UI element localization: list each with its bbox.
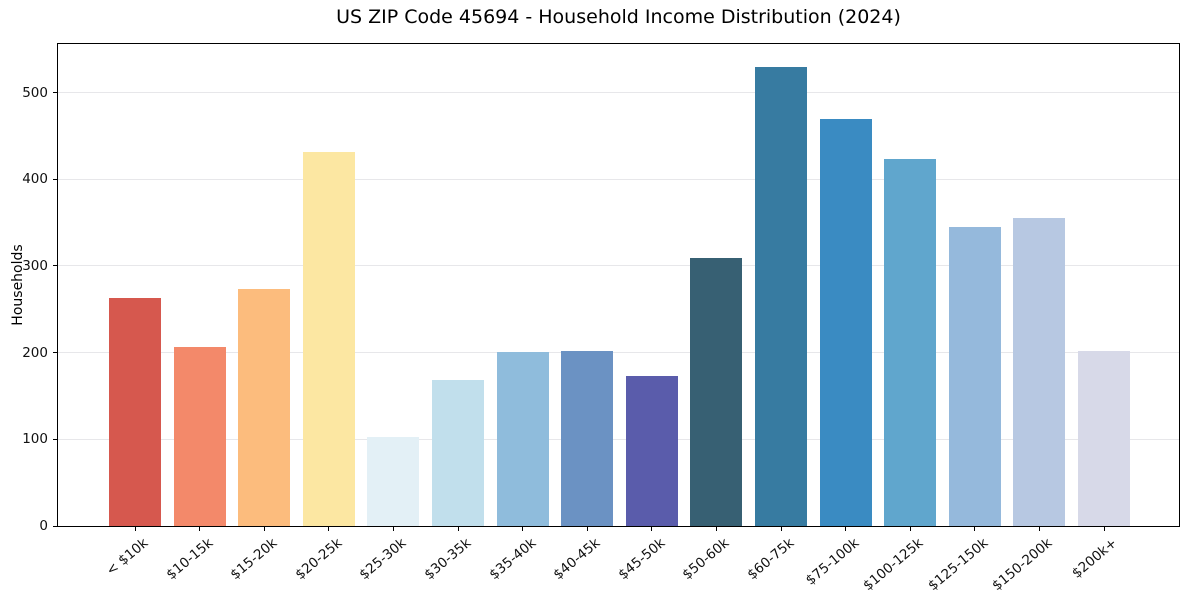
y-axis-label: Households: [10, 244, 26, 326]
x-axis-tick: [522, 527, 524, 531]
gridline: [58, 92, 1179, 94]
gridline: [58, 352, 1179, 354]
bar-60-75k: [755, 67, 807, 526]
bar-200k: [1078, 350, 1130, 526]
y-axis-tick: [53, 92, 57, 94]
y-tick-label: 0: [39, 518, 48, 534]
x-axis-tick: [1103, 527, 1105, 531]
gridline: [58, 178, 1179, 180]
bar-100-125k: [884, 159, 937, 526]
bar-10k: [109, 298, 161, 526]
y-axis-tick: [53, 525, 57, 527]
x-tick-label: < $10k: [103, 535, 152, 579]
x-axis-tick: [909, 527, 911, 531]
x-axis-tick: [328, 527, 330, 531]
plot-area: [57, 43, 1180, 527]
bar-35-40k: [496, 351, 549, 526]
y-tick-label: 200: [22, 344, 48, 361]
y-tick-label: 100: [22, 431, 48, 448]
bar-125-150k: [948, 226, 1001, 526]
x-axis-tick: [263, 527, 265, 531]
x-axis-tick: [457, 527, 459, 531]
x-axis-tick: [715, 527, 717, 531]
x-axis-tick: [845, 527, 847, 531]
y-axis-tick: [53, 265, 57, 267]
x-axis-tick: [586, 527, 588, 531]
gridline: [58, 438, 1179, 440]
bar-30-35k: [432, 379, 484, 526]
bar-150-200k: [1013, 218, 1066, 526]
y-tick-label: 400: [22, 171, 48, 188]
y-axis-tick: [53, 352, 57, 354]
x-axis-tick: [780, 527, 782, 531]
bar-25-30k: [367, 436, 420, 526]
y-tick-label: 300: [22, 257, 48, 274]
gridline: [58, 265, 1179, 267]
x-axis-tick: [1038, 527, 1040, 531]
y-axis-tick: [53, 438, 57, 440]
bar-45-50k: [625, 376, 678, 526]
x-axis-tick: [392, 527, 394, 531]
y-tick-label: 500: [22, 84, 48, 101]
bar-15-20k: [238, 289, 291, 526]
x-axis-tick: [134, 527, 136, 531]
bar-20-25k: [302, 151, 355, 526]
chart-title: US ZIP Code 45694 - Household Income Dis…: [336, 6, 901, 28]
y-axis-tick: [53, 178, 57, 180]
x-axis-tick: [199, 527, 201, 531]
bar-40-45k: [561, 350, 614, 526]
bar-50-60k: [690, 258, 743, 526]
x-axis-tick: [974, 527, 976, 531]
x-axis-tick: [651, 527, 653, 531]
bar-10-15k: [173, 346, 226, 526]
bar-75-100k: [819, 118, 872, 526]
